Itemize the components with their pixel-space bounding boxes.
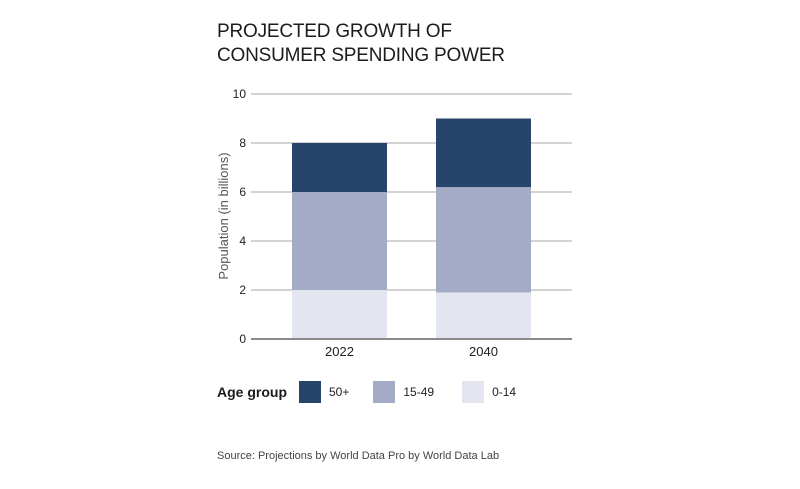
legend-swatch <box>373 381 396 403</box>
legend-item: 50+ <box>299 381 349 403</box>
bar-2040-50+ <box>436 118 531 188</box>
y-axis-label: Population (in billions) <box>216 152 231 279</box>
bar-2022-50+ <box>292 143 387 192</box>
y-tick-label: 8 <box>239 136 246 150</box>
legend: Age group 50+ 15-49 0-14 <box>217 381 530 403</box>
legend-item: 0-14 <box>462 381 516 403</box>
y-tick-label: 6 <box>239 185 246 199</box>
x-tick-labels: 2022 2040 <box>325 344 498 359</box>
bar-2040-15-49 <box>436 187 531 293</box>
x-tick-label: 2022 <box>325 344 354 359</box>
legend-title: Age group <box>217 384 287 400</box>
y-tick-label: 0 <box>239 332 246 346</box>
bar-2040-0-14 <box>436 292 531 339</box>
bars <box>292 118 531 339</box>
y-tick-label: 10 <box>233 87 247 101</box>
y-tick-label: 4 <box>239 234 246 248</box>
legend-label: 15-49 <box>403 385 435 399</box>
legend-swatch <box>299 381 321 403</box>
chart-title-line-2: CONSUMER SPENDING POWER <box>217 45 505 66</box>
bar-2022-0-14 <box>292 290 387 339</box>
y-tick-label: 2 <box>239 283 246 297</box>
legend-swatch <box>462 381 485 403</box>
source-note: Source: Projections by World Data Pro by… <box>217 450 500 462</box>
y-tick-labels: 0 2 4 6 8 10 <box>233 87 247 346</box>
x-tick-label: 2040 <box>469 344 498 359</box>
legend-item: 15-49 <box>373 381 434 403</box>
chart-title: PROJECTED GROWTH OF CONSUMER SPENDING PO… <box>217 20 505 68</box>
legend-label: 0-14 <box>492 385 517 399</box>
chart-title-line-1: PROJECTED GROWTH OF <box>217 21 452 42</box>
legend-label: 50+ <box>329 385 350 399</box>
bar-2022-15-49 <box>292 192 387 290</box>
legend-items: 50+ 15-49 0-14 <box>299 381 530 403</box>
